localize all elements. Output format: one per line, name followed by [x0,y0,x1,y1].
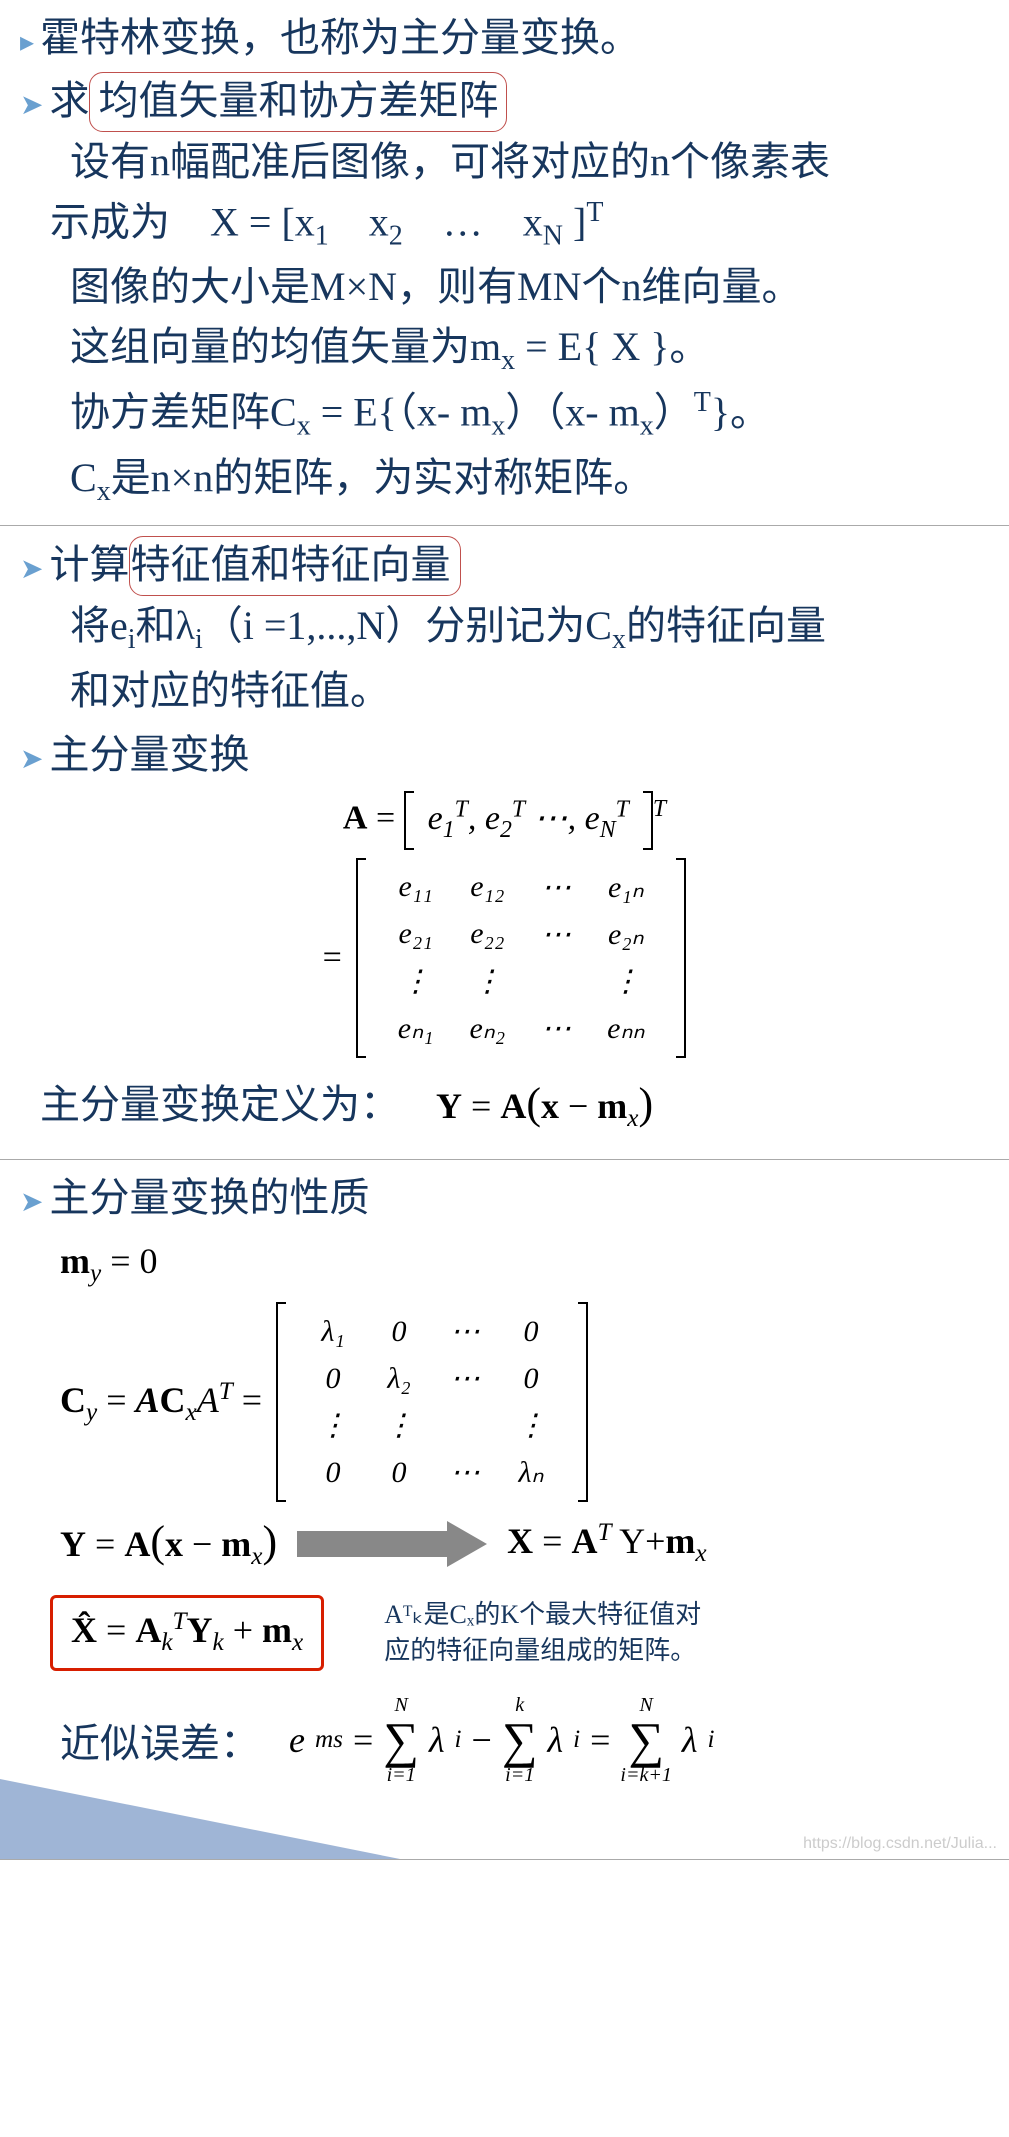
para-1b: 示成为 X = [x1 x2 … xN ]T [50,192,989,257]
sub-x: x [612,624,626,655]
slide-1: ▸ 霍特林变换，也称为主分量变换。 ➤ 求均值矢量和协方差矩阵 设有n幅配准后图… [0,0,1009,526]
sym-A: A [343,799,368,836]
slide-2: ➤ 计算特征值和特征向量 将ei和λi（i =1,...,N）分别记为Cx的特征… [0,526,1009,1160]
e1: e [428,800,443,837]
approx-row: X̂ = AkTYk + mx Aᵀₖ是Cₓ的K个最大特征值对 应的特征向量组成… [20,1585,989,1680]
bullet-5: ➤ 主分量变换的性质 [20,1170,989,1226]
bullet-arrow-icon: ▸ [20,29,34,57]
para-1a: 设有n幅配准后图像，可将对应的n个像素表 [70,132,989,192]
row-vector: e1T, e2T ⋯, eNT [404,791,653,850]
bullet-1: ▸ 霍特林变换，也称为主分量变换。 [20,10,989,66]
eq-matrix-A-row: A = e1T, e2T ⋯, eNT T [20,791,989,850]
para-3: 这组向量的均值矢量为mx = E{ X }。 [70,317,989,382]
sub-x: x [97,476,111,507]
p3-post: = E{ X }。 [515,324,709,369]
p4-pre: 协方差矩阵C [70,390,297,435]
circled-phrase-1: 均值矢量和协方差矩阵 [89,72,507,132]
p6-post: 的特征向量 [626,603,826,648]
matrix-table: e₁₁e₁₂⋯e₁ₙ e₂₁e₂₂⋯e₂ₙ ⋮⋮ ⋮ eₙ₁eₙ₂⋯eₙₙ [380,864,663,1052]
p6-m1: 和λ [136,603,195,648]
para-2: 图像的大小是M×N，则有MN个n维向量。 [70,257,989,317]
bullet-2-text: 求均值矢量和协方差矩阵 [49,72,507,132]
eq-error: 近似误差： ems = N∑i=1 λi − k∑i=1 λi = N∑i=k+… [60,1695,989,1785]
bullet-3-text: 计算特征值和特征向量 [49,536,461,596]
para-7: 和对应的特征值。 [70,661,989,721]
p5-pre: C [70,455,97,500]
sub-N: N [543,220,563,251]
sup-T: T [586,197,603,228]
sub-2: 2 [389,220,403,251]
outer-T: T [653,796,666,822]
b3-pre: 计算 [49,542,129,587]
para-5: Cx是n×n的矩阵，为实对称矩阵。 [70,448,989,513]
sub-x: x [501,345,515,376]
sub-i: i [195,624,203,655]
sub-x: x [491,411,505,442]
bullet-2: ➤ 求均值矢量和协方差矩阵 [20,72,989,132]
sum-2: k∑i=1 [502,1695,538,1785]
slide-3: ➤ 主分量变换的性质 my = 0 Cy = ACxAT = λ₁0⋯0 0λ₂… [0,1160,1009,1860]
bullet-5-text: 主分量变换的性质 [49,1170,369,1226]
p1b-m1: x [329,199,389,244]
sub-x: x [640,411,654,442]
sub-1: 1 [315,220,329,251]
bullet-1-text: 霍特林变换，也称为主分量变换。 [40,10,640,66]
sum-3: N∑i=k+1 [620,1695,671,1785]
note-l2: 应的特征向量组成的矩阵。 [384,1633,701,1669]
b2-pre: 求 [49,78,89,123]
diag-table: λ₁0⋯0 0λ₂⋯0 ⋮⋮ ⋮ 00⋯λₙ [300,1308,564,1496]
eq-inverse: X = AT Y+mx [507,1519,706,1568]
para-6: 将ei和λi（i =1,...,N）分别记为Cx的特征向量 [70,596,989,661]
eN: e [585,800,600,837]
sup-T: T [694,387,711,418]
watermark: https://blog.csdn.net/Julia... [803,1835,997,1853]
eq-Cy: Cy = ACxAT = λ₁0⋯0 0λ₂⋯0 ⋮⋮ ⋮ 00⋯λₙ [60,1302,989,1502]
p1b-m2: … x [403,199,543,244]
bullet-arrow-icon: ➤ [20,556,43,584]
decorative-triangle [0,1779,400,1859]
eq-boxed-approx: X̂ = AkTYk + mx [50,1595,324,1670]
sum-1: N∑i=1 [383,1695,419,1785]
p4-post: }。 [711,390,770,435]
bullet-3: ➤ 计算特征值和特征向量 [20,536,989,596]
bullet-arrow-icon: ➤ [20,1189,43,1217]
sym-eq: = [367,799,403,836]
sub-x: x [297,411,311,442]
eigen-matrix: e₁₁e₁₂⋯e₁ₙ e₂₁e₂₂⋯e₂ₙ ⋮⋮ ⋮ eₙ₁eₙ₂⋯eₙₙ [356,858,687,1058]
p6-pre: 将e [70,603,128,648]
note-Ak: Aᵀₖ是Cₓ的K个最大特征值对 应的特征向量组成的矩阵。 [384,1597,701,1670]
sym-x: x [541,1086,559,1126]
p1b-post: ] [563,199,586,244]
bullet-4-text: 主分量变换 [49,727,249,783]
err-label: 近似误差： [60,1711,260,1769]
dots: ⋯ [534,800,568,837]
note-l1: Aᵀₖ是Cₓ的K个最大特征值对 [384,1597,701,1633]
p5-post: 是n×n的矩阵，为实对称矩阵。 [111,455,654,500]
sub-i: i [128,624,136,655]
bullet-arrow-icon: ➤ [20,92,43,120]
p4-m2: ）（x- m [505,390,639,435]
para-4: 协方差矩阵Cx = E{（x- mx）（x- mx）T}。 [70,382,989,447]
eq-fwd-inv: Y = A(x − mx) X = AT Y+mx [60,1516,989,1571]
circled-phrase-2: 特征值和特征向量 [129,536,461,596]
p6-m2: （i =1,...,N）分别记为C [203,603,612,648]
sym-A: A [500,1086,526,1126]
p1b-pre: 示成为 X = [x [50,199,315,244]
eq-matrix-A-full: = e₁₁e₁₂⋯e₁ₙ e₂₁e₂₂⋯e₂ₙ ⋮⋮ ⋮ eₙ₁eₙ₂⋯eₙₙ [20,858,989,1058]
pca-definition: 主分量变换定义为： Y = A(x − mx) [40,1072,989,1133]
sym-m: m [597,1086,627,1126]
p4-m1: = E{（x- m [311,390,492,435]
eq-my: my = 0 [60,1240,989,1288]
def-label: 主分量变换定义为： [40,1082,400,1127]
e2: e [485,800,500,837]
diag-matrix: λ₁0⋯0 0λ₂⋯0 ⋮⋮ ⋮ 00⋯λₙ [276,1302,588,1502]
big-arrow-icon [297,1521,487,1567]
eq-forward: Y = A(x − mx) [60,1516,277,1571]
sym-Y: Y [436,1086,462,1126]
p3-pre: 这组向量的均值矢量为m [70,324,501,369]
bullet-4: ➤ 主分量变换 [20,727,989,783]
bullet-arrow-icon: ➤ [20,746,43,774]
